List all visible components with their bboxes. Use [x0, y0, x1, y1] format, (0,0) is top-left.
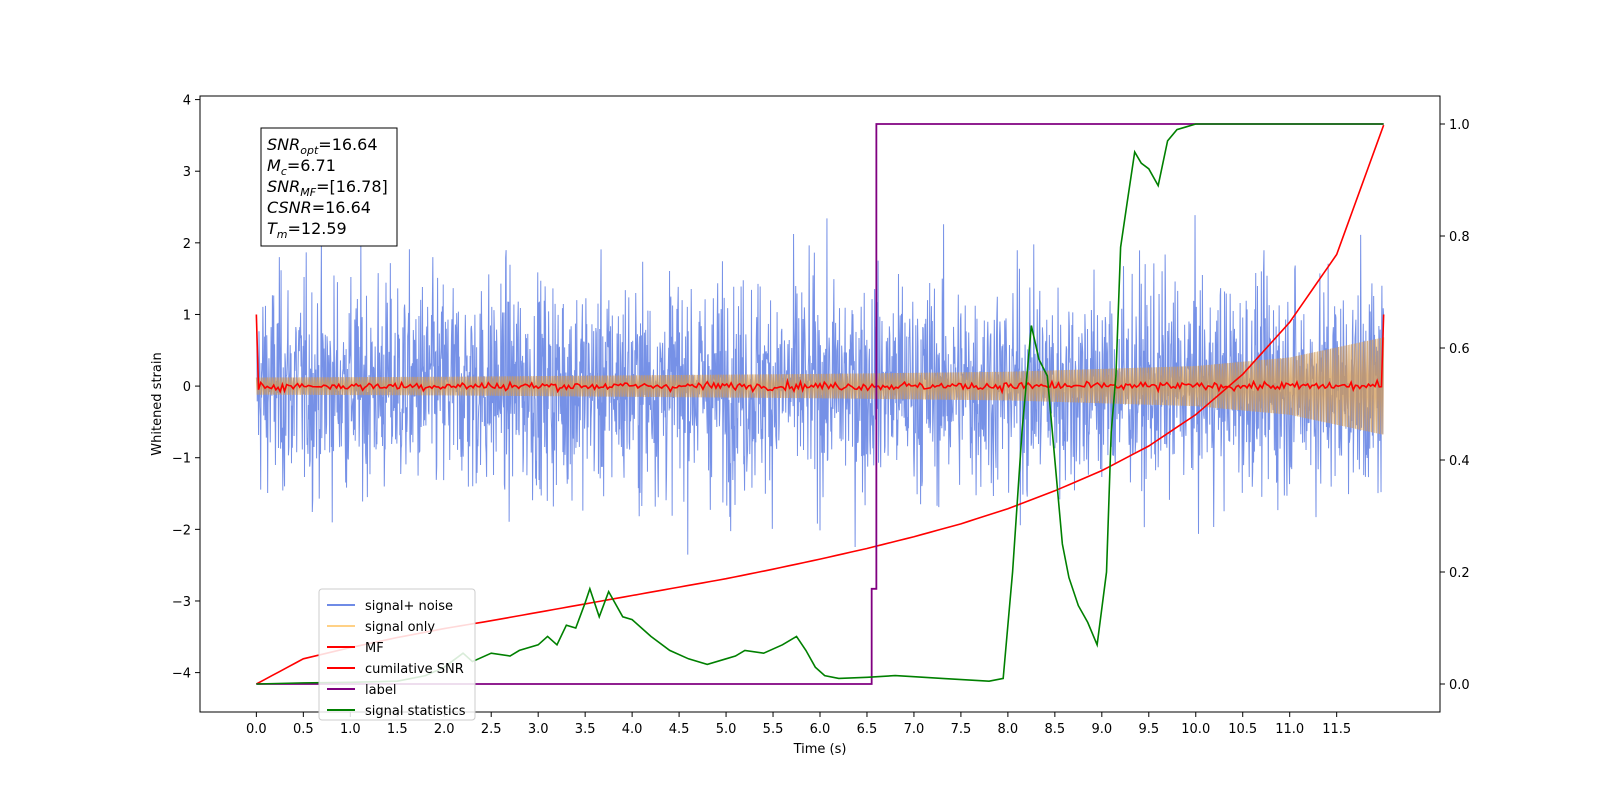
- stats-line-value: =6.71: [287, 156, 336, 175]
- stats-line: SNRopt=16.64: [267, 135, 378, 157]
- stats-box-frame: [260, 127, 398, 247]
- x-tick-label: 0.0: [246, 722, 267, 737]
- x-tick-label: 11.5: [1322, 722, 1351, 737]
- x-tick-label: 4.0: [622, 722, 643, 737]
- stats-line-value: =[16.78]: [316, 177, 388, 196]
- y-left-tick-label: 0: [183, 380, 191, 395]
- stats-line-name: SNR: [267, 177, 300, 196]
- y-right-tick-label: 0.6: [1449, 342, 1470, 357]
- y-right-tick-label: 0.0: [1449, 678, 1470, 693]
- y-left-tick-label: −3: [172, 595, 191, 610]
- stats-line: Tm=12.59: [267, 219, 347, 241]
- stats-line-name: T: [267, 219, 278, 238]
- stats-line-value: =12.59: [288, 219, 347, 238]
- y-right-tick-label: 0.8: [1449, 230, 1470, 245]
- stats-line-name: CSNR: [267, 198, 312, 217]
- x-tick-label: 3.5: [575, 722, 596, 737]
- x-tick-label: 6.5: [857, 722, 878, 737]
- y-right-tick-label: 0.4: [1449, 454, 1470, 469]
- stats-line-name: M: [267, 156, 281, 175]
- x-tick-label: 3.0: [528, 722, 549, 737]
- y-axis-label-left: Whitened strain: [150, 352, 165, 455]
- y-left-tick-label: −1: [172, 452, 191, 467]
- y-right-tick-label: 1.0: [1449, 118, 1470, 133]
- stats-line: Mc=6.71: [267, 156, 336, 178]
- stats-line-subscript: m: [277, 228, 288, 241]
- series-signal-only-line: [255, 337, 1385, 435]
- stats-line-value: =16.64: [312, 198, 371, 217]
- stats-line-name: SNR: [267, 135, 300, 154]
- legend-label: signal+ noise: [365, 599, 453, 614]
- stats-line-subscript: MF: [300, 186, 316, 199]
- legend-label: MF: [365, 641, 384, 656]
- y-left-tick-label: 4: [183, 94, 191, 109]
- series-label-line: [256, 123, 1384, 685]
- x-tick-label: 7.0: [904, 722, 925, 737]
- stats-line: SNRMF=[16.78]: [267, 177, 388, 199]
- x-tick-label: 10.5: [1228, 722, 1257, 737]
- stats-line: CSNR=16.64: [267, 198, 371, 217]
- x-tick-label: 5.0: [716, 722, 737, 737]
- x-tick-label: 8.0: [998, 722, 1019, 737]
- ticks-layer: 0.0 0.5 1.0 1.5 2.0 2.5 3.0 3.5 4.0 4.5 5.0 5.5 6.0 6…: [172, 94, 1470, 737]
- stats-line-subscript: c: [281, 165, 287, 178]
- legend-label: signal statistics: [365, 704, 466, 719]
- legend-label: label: [365, 683, 396, 698]
- legend-label: signal only: [365, 620, 435, 635]
- y-left-tick-label: 2: [183, 237, 191, 252]
- y-left-tick-label: 3: [183, 165, 191, 180]
- stats-box: SNRopt=16.64Mc=6.71SNRMF=[16.78]CSNR=16.…: [260, 127, 398, 247]
- legend: signal+ noise signal only MF cumilative SNR…: [318, 588, 476, 721]
- y-right-tick-label: 0.2: [1449, 566, 1470, 581]
- x-tick-label: 2.5: [481, 722, 502, 737]
- legend-frame: [318, 588, 476, 721]
- x-tick-label: 11.0: [1275, 722, 1304, 737]
- legend-label: cumilative SNR: [365, 662, 464, 677]
- y-left-tick-label: 1: [183, 308, 191, 323]
- x-tick-label: 4.5: [669, 722, 690, 737]
- stats-line-subscript: opt: [300, 144, 319, 157]
- x-tick-label: 2.0: [434, 722, 455, 737]
- series-signal-statistics-line: [256, 123, 1384, 685]
- y-left-tick-label: −4: [172, 667, 191, 682]
- x-tick-label: 9.5: [1138, 722, 1159, 737]
- x-tick-label: 0.5: [293, 722, 314, 737]
- x-tick-label: 1.5: [387, 722, 408, 737]
- x-tick-label: 5.5: [763, 722, 784, 737]
- x-axis-label: Time (s): [793, 742, 847, 757]
- x-tick-label: 9.0: [1091, 722, 1112, 737]
- x-tick-label: 1.0: [340, 722, 361, 737]
- stats-line-value: =16.64: [318, 135, 377, 154]
- series-mf-line: [255, 314, 1385, 395]
- x-tick-label: 10.0: [1181, 722, 1210, 737]
- x-tick-label: 6.0: [810, 722, 831, 737]
- x-tick-label: 7.5: [951, 722, 972, 737]
- x-tick-label: 8.5: [1045, 722, 1066, 737]
- y-left-tick-label: −2: [172, 523, 191, 538]
